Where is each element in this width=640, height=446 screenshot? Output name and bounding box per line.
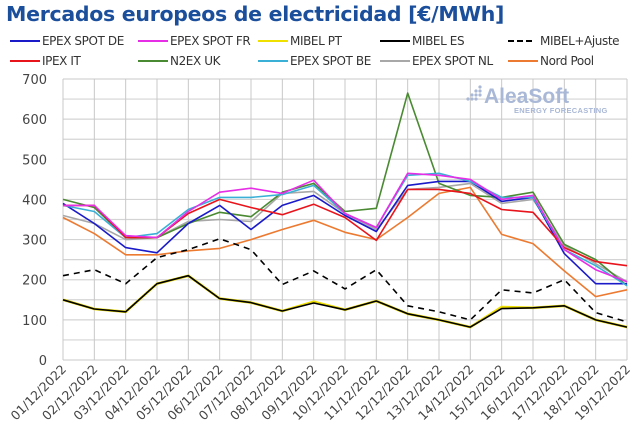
series-lines <box>62 92 628 329</box>
watermark-brand: AleaSoft <box>484 85 569 108</box>
y-tick-label: 100 <box>22 314 47 329</box>
series-line-mibel-es <box>62 274 628 328</box>
watermark-tagline: ENERGY FORECASTING <box>514 106 608 115</box>
legend-swatch <box>258 60 288 62</box>
legend-swatch <box>380 40 410 42</box>
legend-label: EPEX SPOT NL <box>412 54 493 68</box>
series-line-nord-pool <box>62 186 628 298</box>
legend-swatch <box>258 40 288 42</box>
y-axis: 0 100 200 300 400 500 600 700 <box>22 73 47 369</box>
legend-swatch <box>138 60 168 62</box>
legend-item: MIBEL ES <box>380 34 465 48</box>
y-tick-label: 400 <box>22 193 47 208</box>
legend-swatch <box>10 60 40 62</box>
legend-label: MIBEL+Ajuste <box>540 34 620 48</box>
legend-label: EPEX SPOT FR <box>170 34 251 48</box>
y-tick-label: 300 <box>22 234 47 249</box>
y-tick-label: 500 <box>22 153 47 168</box>
legend-item: EPEX SPOT FR <box>138 34 251 48</box>
legend-item: MIBEL+Ajuste <box>508 34 620 48</box>
legend-swatch <box>138 40 168 42</box>
y-tick-label: 200 <box>22 274 47 289</box>
legend-swatch <box>508 40 532 42</box>
legend-item: Nord Pool <box>508 54 594 68</box>
legend-label: IPEX IT <box>42 54 81 68</box>
aleasoft-watermark: AleaSoft ENERGY FORECASTING <box>466 85 607 115</box>
legend-item: EPEX SPOT DE <box>10 34 124 48</box>
legend-label: Nord Pool <box>540 54 594 68</box>
legend-swatch <box>380 60 410 62</box>
legend-item: IPEX IT <box>10 54 81 68</box>
legend-item: EPEX SPOT BE <box>258 54 371 68</box>
y-tick-label: 700 <box>22 73 47 88</box>
legend-item: EPEX SPOT NL <box>380 54 493 68</box>
legend-swatch <box>10 40 40 42</box>
legend-label: EPEX SPOT DE <box>42 34 124 48</box>
legend-label: MIBEL PT <box>290 34 342 48</box>
legend-label: MIBEL ES <box>412 34 465 48</box>
series-line-mibel-ajuste <box>62 238 628 323</box>
y-tick-label: 600 <box>22 113 47 128</box>
legend-item: MIBEL PT <box>258 34 342 48</box>
series-line-epex-spot-fr <box>63 172 628 283</box>
chart-title: Mercados europeos de electricidad [€/MWh… <box>6 2 505 26</box>
aleasoft-logo-icon <box>466 85 482 101</box>
legend-swatch <box>508 60 538 62</box>
legend-label: N2EX UK <box>170 54 221 68</box>
x-axis: 01/12/202202/12/202203/12/202204/12/2022… <box>8 362 634 424</box>
legend: EPEX SPOT DE EPEX SPOT FR MIBEL PT MIBEL ES… <box>10 34 640 74</box>
legend-item: N2EX UK <box>138 54 220 68</box>
y-tick-label: 0 <box>39 354 47 369</box>
grid <box>62 78 628 361</box>
legend-label: EPEX SPOT BE <box>290 54 371 68</box>
